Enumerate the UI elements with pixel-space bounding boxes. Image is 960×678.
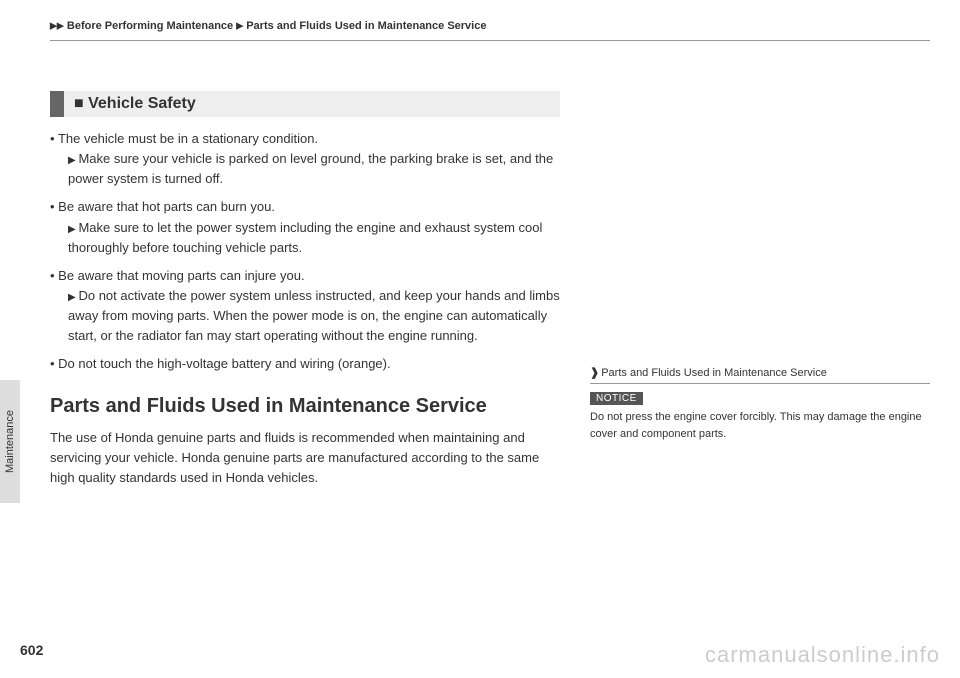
notice-badge: NOTICE	[590, 392, 643, 405]
breadcrumb-1: Before Performing Maintenance	[67, 20, 233, 32]
breadcrumb-2: Parts and Fluids Used in Maintenance Ser…	[246, 20, 486, 32]
page-number: 602	[20, 642, 43, 658]
section-header-vehicle-safety: ■ Vehicle Safety	[50, 91, 560, 117]
section-title: Vehicle Safety	[88, 95, 196, 112]
triangle-icon: ▶▶	[50, 21, 64, 31]
bullet-text: The vehicle must be in a stationary cond…	[50, 131, 318, 146]
list-item: The vehicle must be in a stationary cond…	[50, 129, 560, 189]
reference-title: Parts and Fluids Used in Maintenance Ser…	[590, 366, 930, 384]
notice-text: Do not press the engine cover forcibly. …	[590, 409, 930, 442]
bullet-text: Be aware that moving parts can injure yo…	[50, 268, 305, 283]
side-column: Parts and Fluids Used in Maintenance Ser…	[590, 91, 930, 488]
triangle-icon: ▶	[68, 155, 78, 166]
chevron-icon	[590, 367, 601, 379]
section-title-parts-fluids: Parts and Fluids Used in Maintenance Ser…	[50, 395, 560, 418]
breadcrumb-header: ▶▶ Before Performing Maintenance ▶ Parts…	[50, 20, 930, 41]
sub-bullet-text: ▶ Do not activate the power system unles…	[50, 286, 560, 346]
reference-title-text: Parts and Fluids Used in Maintenance Ser…	[601, 367, 827, 379]
bullet-text: Do not touch the high-voltage battery an…	[50, 356, 391, 371]
side-tab: Maintenance	[0, 380, 20, 503]
side-tab-label: Maintenance	[4, 410, 16, 473]
main-column: ■ Vehicle Safety The vehicle must be in …	[50, 91, 560, 488]
sub-bullet-text: ▶ Make sure to let the power system incl…	[50, 218, 560, 258]
sub-bullet-text: ▶ Make sure your vehicle is parked on le…	[50, 149, 560, 189]
triangle-icon: ▶	[68, 224, 78, 235]
list-item: Be aware that moving parts can injure yo…	[50, 266, 560, 347]
triangle-icon: ▶	[236, 21, 243, 31]
watermark: carmanualsonline.info	[705, 642, 940, 668]
list-item: Be aware that hot parts can burn you. ▶ M…	[50, 197, 560, 257]
parts-fluids-paragraph: The use of Honda genuine parts and fluid…	[50, 428, 560, 488]
triangle-icon: ▶	[68, 292, 78, 303]
bullet-text: Be aware that hot parts can burn you.	[50, 199, 275, 214]
vehicle-safety-body: The vehicle must be in a stationary cond…	[50, 129, 560, 375]
list-item: Do not touch the high-voltage battery an…	[50, 354, 560, 374]
